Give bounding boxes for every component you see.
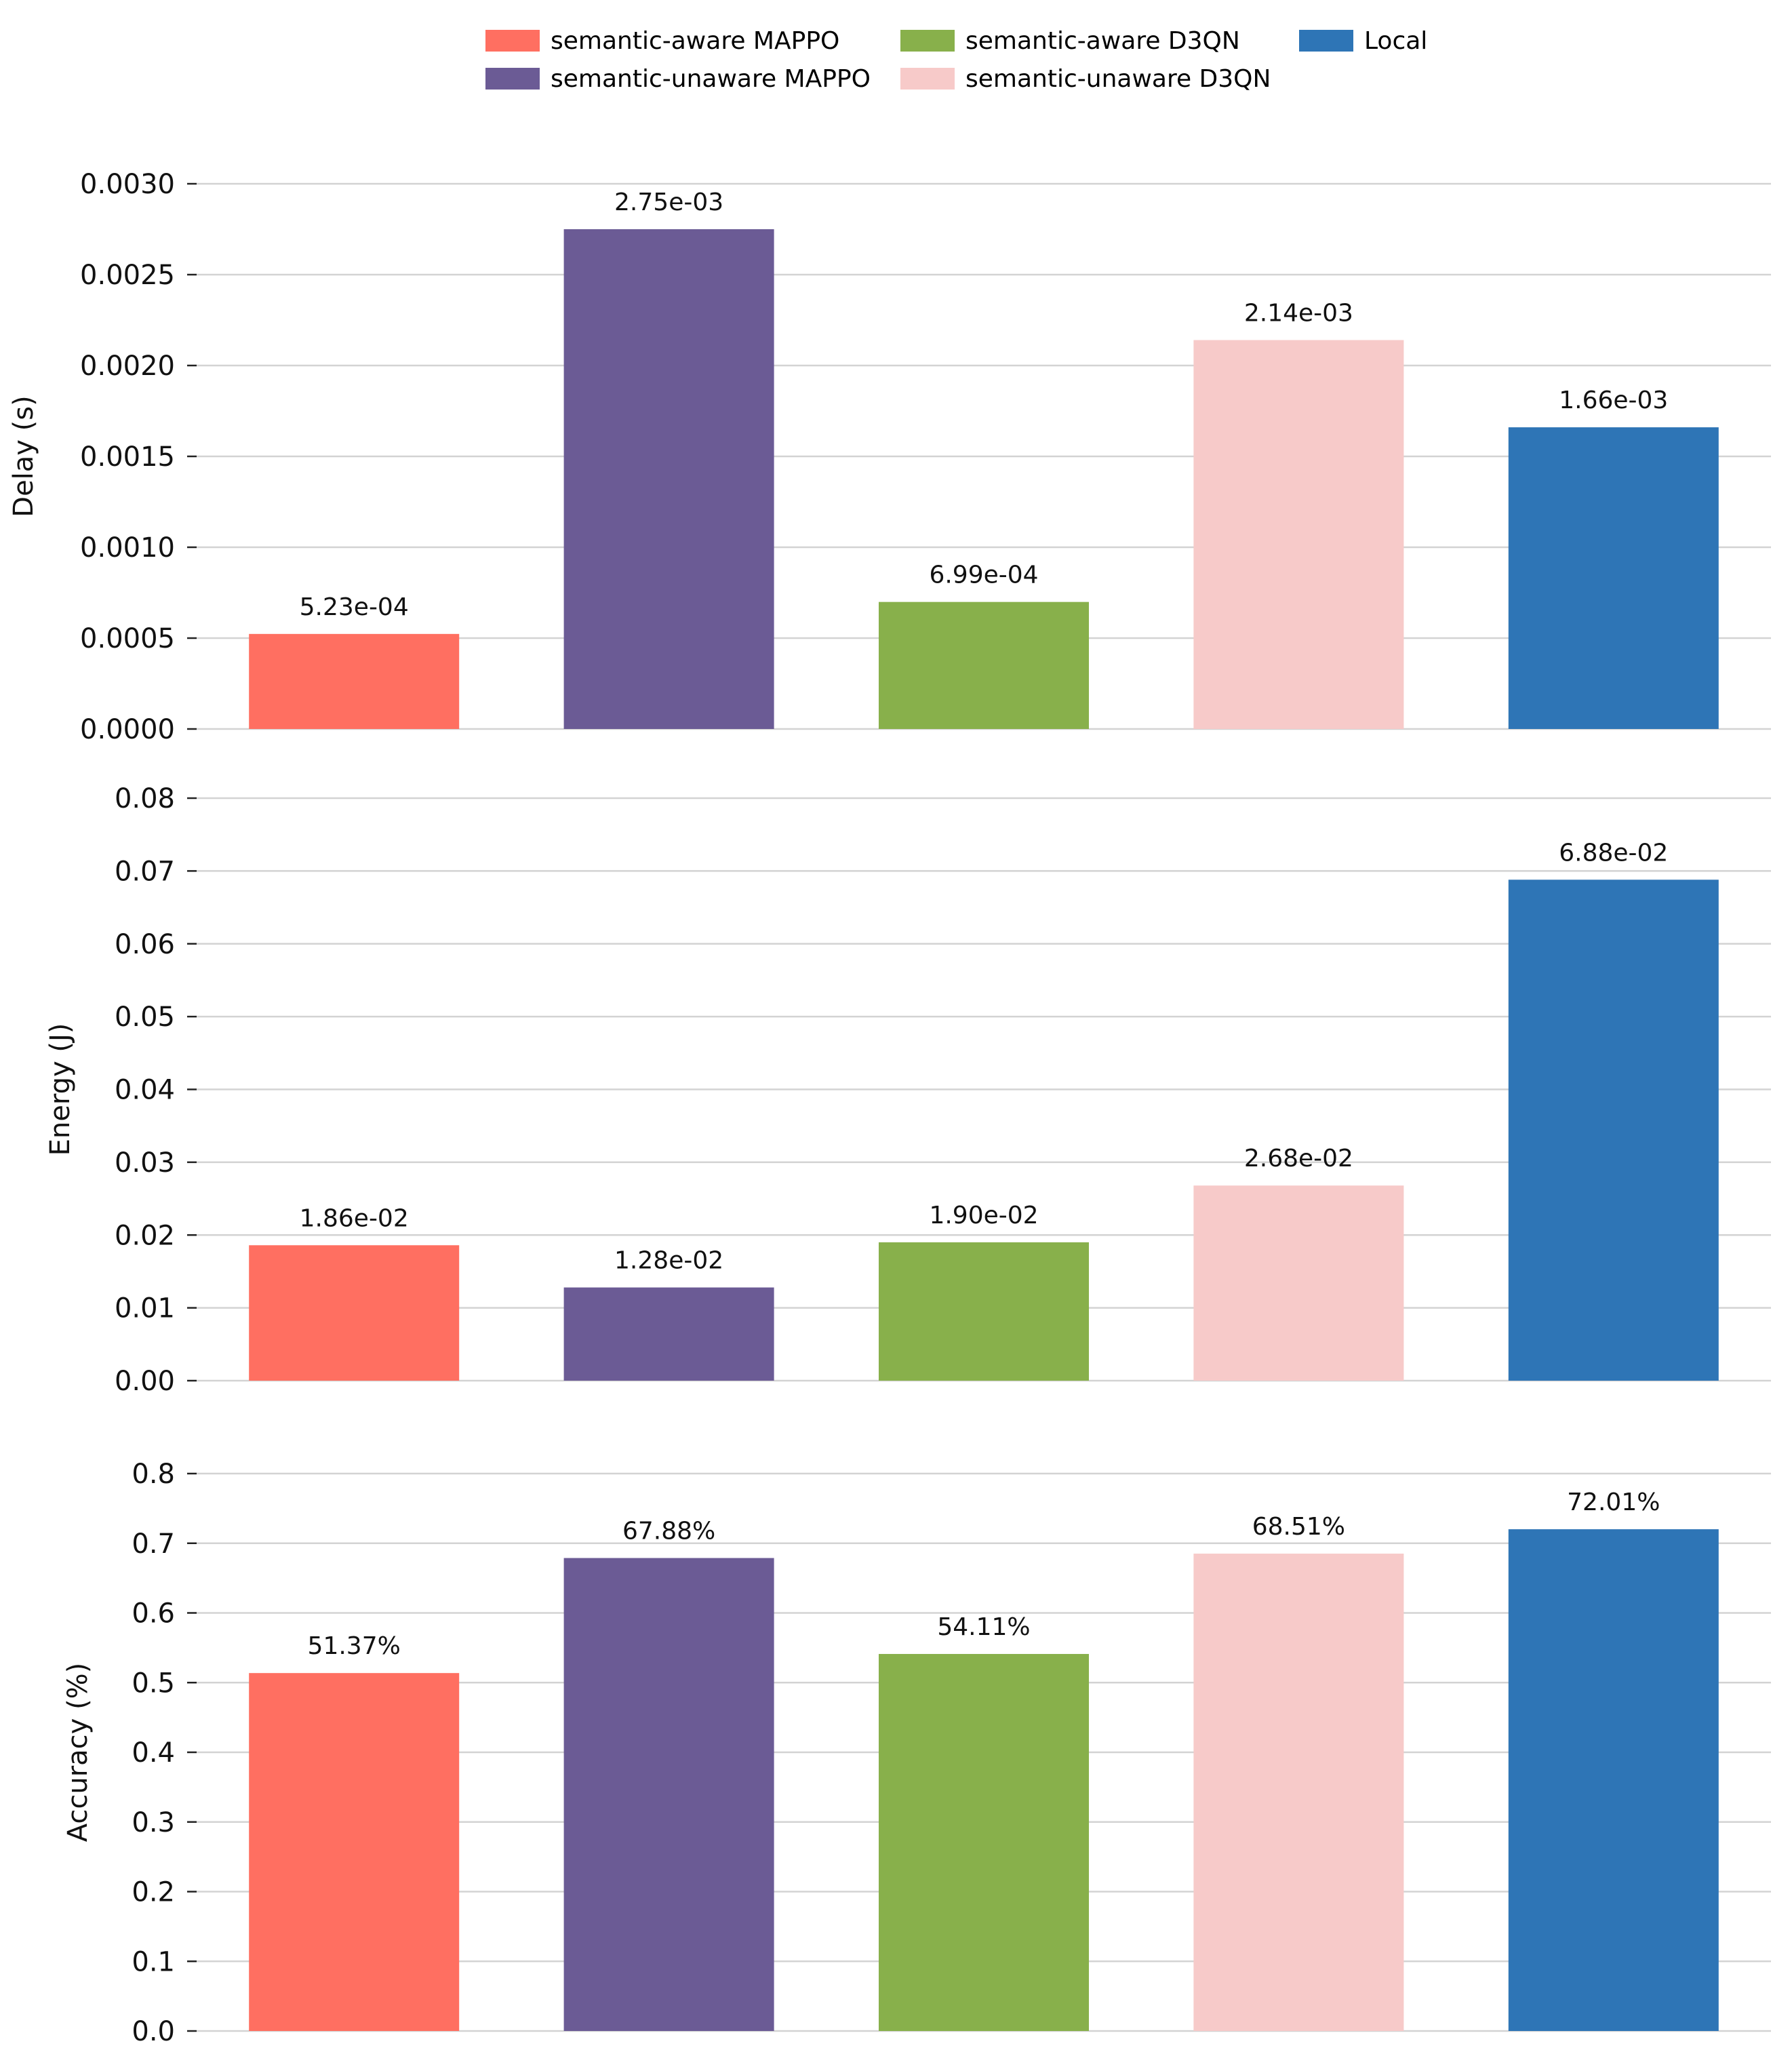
y-tick-label: 0.07 — [115, 856, 175, 887]
chart-legend: semantic-aware MAPPO semantic-unaware MA… — [485, 23, 1448, 98]
bar — [879, 601, 1089, 729]
y-tick-label: 0.00 — [115, 1366, 175, 1397]
legend-label: semantic-unaware MAPPO — [551, 64, 871, 93]
data-label: 2.75e-03 — [614, 189, 723, 216]
legend-swatch — [900, 68, 955, 90]
data-label: 1.28e-02 — [614, 1247, 723, 1275]
bar — [563, 1287, 774, 1381]
legend-swatch — [1299, 30, 1353, 52]
bar — [249, 1245, 460, 1381]
data-label: 5.23e-04 — [300, 593, 409, 621]
y-tick-label: 0.2 — [132, 1877, 175, 1908]
bar — [1193, 1554, 1404, 2031]
bar — [563, 1558, 774, 2031]
y-tick-label: 0.0010 — [80, 532, 175, 564]
y-tick-label: 0.06 — [115, 929, 175, 960]
data-label: 1.86e-02 — [300, 1204, 409, 1232]
legend-item-semantic-aware-mappo: semantic-aware MAPPO — [485, 23, 839, 58]
y-tick-label: 0.7 — [132, 1528, 175, 1560]
y-tick-label: 0.0000 — [80, 714, 175, 745]
bar — [1508, 880, 1719, 1381]
legend-label: semantic-aware MAPPO — [551, 26, 840, 55]
bar — [563, 229, 774, 729]
legend-item-semantic-unaware-d3qn: semantic-unaware D3QN — [900, 61, 1271, 96]
data-label: 1.90e-02 — [929, 1202, 1038, 1229]
bar — [1508, 427, 1719, 729]
legend-item-local: Local — [1299, 23, 1427, 58]
bar — [1193, 340, 1404, 730]
legend-item-semantic-aware-d3qn: semantic-aware D3QN — [900, 23, 1240, 58]
data-label: 2.68e-02 — [1244, 1145, 1353, 1172]
y-tick-label: 0.08 — [115, 783, 175, 814]
y-tick-label: 0.0025 — [80, 260, 175, 291]
data-label: 51.37% — [308, 1632, 401, 1660]
y-tick-label: 0.0030 — [80, 169, 175, 200]
y-tick-label: 0.3 — [132, 1807, 175, 1838]
legend-item-semantic-unaware-mappo: semantic-unaware MAPPO — [485, 61, 871, 96]
bar — [1193, 1185, 1404, 1381]
bar — [879, 1242, 1089, 1381]
legend-swatch — [485, 30, 540, 52]
y-tick-label: 0.5 — [132, 1668, 175, 1699]
bar — [249, 633, 460, 729]
legend-label: Local — [1364, 26, 1428, 55]
y-tick-label: 0.0005 — [80, 623, 175, 654]
y-tick-label: 0.0015 — [80, 441, 175, 473]
y-axis-label: Accuracy (%) — [62, 1663, 94, 1842]
legend-swatch — [900, 30, 955, 52]
legend-label: semantic-aware D3QN — [965, 26, 1240, 55]
y-tick-label: 0.03 — [115, 1147, 175, 1179]
y-axis-label: Delay (s) — [8, 395, 39, 517]
y-tick-label: 0.0020 — [80, 351, 175, 382]
y-tick-label: 0.04 — [115, 1075, 175, 1106]
bar — [1508, 1529, 1719, 2031]
y-tick-label: 0.05 — [115, 1002, 175, 1033]
data-label: 6.99e-04 — [929, 561, 1038, 589]
data-label: 72.01% — [1567, 1488, 1660, 1516]
legend-label: semantic-unaware D3QN — [965, 64, 1271, 93]
y-tick-label: 0.02 — [115, 1220, 175, 1251]
bar — [249, 1673, 460, 2031]
data-label: 54.11% — [937, 1613, 1030, 1641]
y-tick-label: 0.0 — [132, 2016, 175, 2047]
data-label: 1.66e-03 — [1559, 387, 1668, 414]
data-label: 6.88e-02 — [1559, 839, 1668, 867]
data-label: 68.51% — [1252, 1513, 1345, 1541]
y-tick-label: 0.6 — [132, 1598, 175, 1630]
data-label: 2.14e-03 — [1244, 299, 1353, 327]
y-tick-label: 0.4 — [132, 1737, 175, 1769]
y-tick-label: 0.01 — [115, 1293, 175, 1324]
legend-swatch — [485, 68, 540, 90]
y-axis-label: Energy (J) — [45, 1023, 76, 1156]
y-tick-label: 0.8 — [132, 1459, 175, 1490]
bar — [879, 1654, 1089, 2031]
y-tick-label: 0.1 — [132, 1946, 175, 1977]
data-label: 67.88% — [622, 1518, 715, 1545]
